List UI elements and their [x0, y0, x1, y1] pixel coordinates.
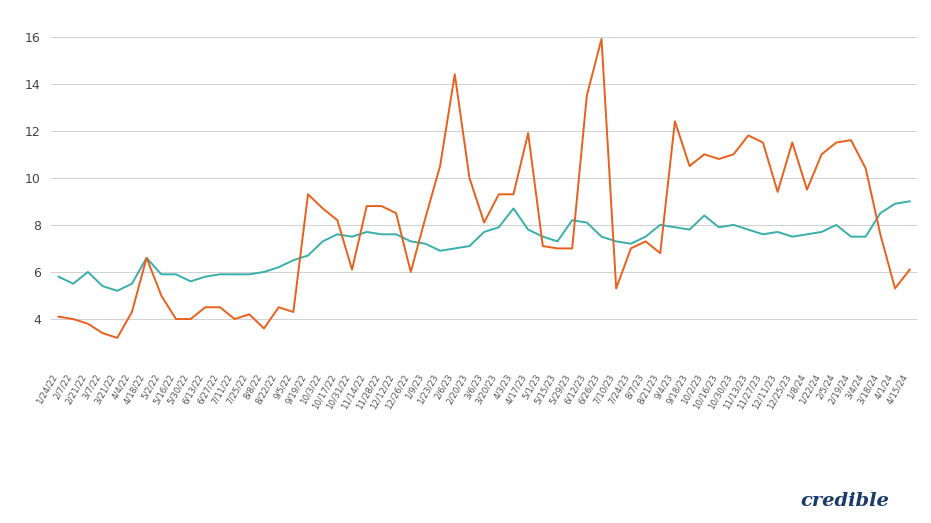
Text: credible: credible: [801, 492, 889, 510]
Legend: Loan term: 10-yr fixed, Loan term: 5-yr variable: Loan term: 10-yr fixed, Loan term: 5-yr …: [215, 520, 580, 523]
